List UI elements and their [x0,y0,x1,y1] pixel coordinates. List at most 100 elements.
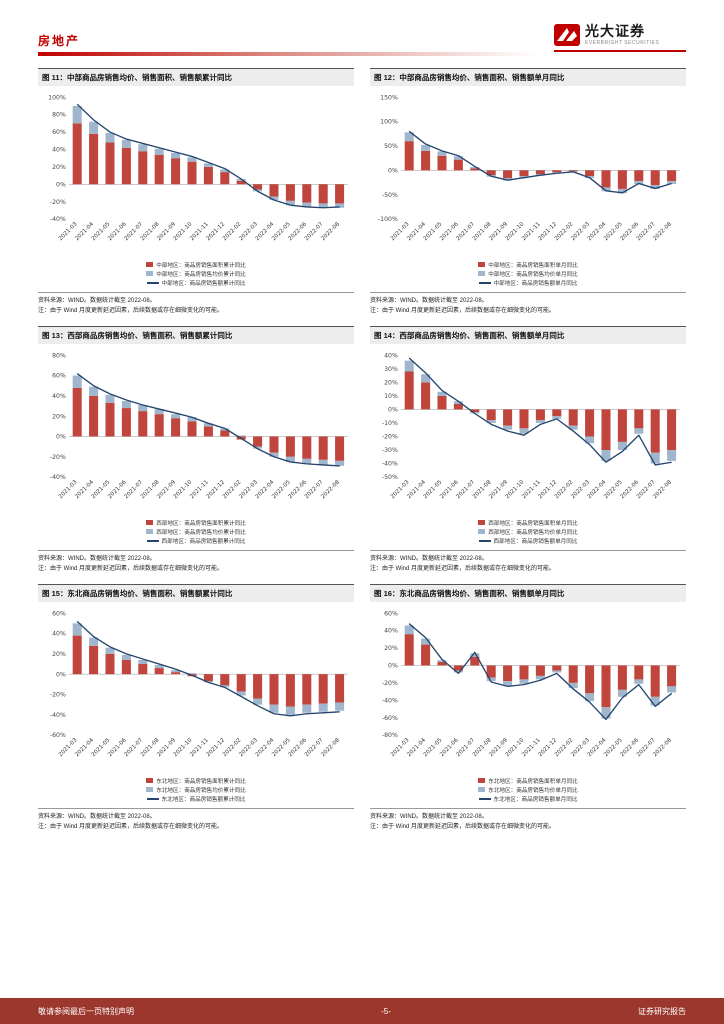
legend-item: 中部地区：商品房销售面积单月同比 [478,261,578,269]
svg-text:80%: 80% [52,112,66,119]
svg-text:-50%: -50% [382,475,398,482]
legend-swatch-area [146,778,154,784]
legend-swatch-price [478,529,486,535]
legend-item: 东北地区：商品房销售均价累计同比 [146,786,246,794]
svg-text:2022-08: 2022-08 [652,479,673,500]
legend-item: 西部地区：商品房销售面积单月同比 [478,519,578,527]
svg-text:-20%: -20% [50,199,66,206]
figure-12-block: 图 12：中部商品房销售均价、销售面积、销售额单月同比 150% 100% 50% 0… [370,68,686,314]
figure-15-note: 注：由于 Wind 月度更新延迟因素，后续数据或存在细微变化的可能。 [38,823,224,830]
svg-text:0%: 0% [56,672,66,679]
svg-text:-50%: -50% [382,192,398,199]
svg-text:-60%: -60% [382,715,398,722]
legend-swatch-area [478,520,486,526]
svg-text:2022-08: 2022-08 [320,737,341,758]
figure-16-source: 资料来源：WIND。数据统计截至 2022-08。 [370,807,686,820]
svg-text:-40%: -40% [382,461,398,468]
svg-text:0%: 0% [388,663,398,670]
svg-text:10%: 10% [384,393,398,400]
legend-item: 中部地区：商品房销售均价单月同比 [478,270,578,278]
legend-item: 东北地区：商品房销售面积单月同比 [478,777,578,785]
svg-text:20%: 20% [52,651,66,658]
svg-text:60%: 60% [52,130,66,137]
legend-swatch-amount-line [478,540,491,542]
legend-swatch-area [478,778,486,784]
svg-text:20%: 20% [384,645,398,652]
svg-text:-100%: -100% [378,217,398,224]
svg-text:20%: 20% [52,164,66,171]
figure-11-block: 图 11：中部商品房销售均价、销售面积、销售额累计同比 100% 80% 60% 40… [38,68,354,314]
figure-15-legend: 东北地区：商品房销售面积累计同比 东北地区：商品房销售均价累计同比 东北地区：商… [38,777,354,803]
svg-text:100%: 100% [380,119,398,126]
header-gradient-rule [38,52,536,56]
figure-16-note: 注：由于 Wind 月度更新延迟因素，后续数据或存在细微变化的可能。 [370,823,556,830]
logo-text: 光大证券 EVERBRIGHT SECURITIES [585,24,659,46]
legend-swatch-price [478,271,486,277]
svg-text:2022-08: 2022-08 [320,479,341,500]
figure-13-legend: 西部地区：商品房销售面积累计同比 西部地区：商品房销售均价累计同比 西部地区：商… [38,519,354,545]
figure-15-chart: 60% 40% 20% 0% -20% -40% -60% 2021-03 2021-04 202… [38,602,354,783]
legend-swatch-amount-line [146,282,159,284]
svg-text:0%: 0% [388,407,398,414]
svg-text:-30%: -30% [382,447,398,454]
logo-row: 光大证券 EVERBRIGHT SECURITIES [554,24,686,46]
figure-13-note: 注：由于 Wind 月度更新延迟因素，后续数据或存在细微变化的可能。 [38,565,224,572]
svg-text:-40%: -40% [50,475,66,482]
svg-text:40%: 40% [52,147,66,154]
svg-text:50%: 50% [384,143,398,150]
svg-text:2022-08: 2022-08 [320,221,341,242]
svg-text:-10%: -10% [382,420,398,427]
legend-item: 中部地区：商品房销售额单月同比 [478,279,577,287]
svg-text:60%: 60% [52,373,66,380]
figure-16-title: 图 16：东北商品房销售均价、销售面积、销售额单月同比 [370,583,686,603]
legend-swatch-price [146,529,154,535]
figure-14-title: 图 14：西部商品房销售均价、销售面积、销售额单月同比 [370,325,686,345]
everbright-logo-icon [554,24,580,46]
svg-text:40%: 40% [52,631,66,638]
page-header: 房地产 光大证券 EVERBRIGHT SECURITIES [0,0,724,56]
figure-16-chart: 60% 40% 20% 0% -20% -40% -60% -80% 2021-03 2021-0… [370,602,686,783]
legend-swatch-price [478,787,486,793]
charts-grid: 图 11：中部商品房销售均价、销售面积、销售额累计同比 100% 80% 60% 40… [0,56,724,830]
svg-text:2022-08: 2022-08 [652,737,673,758]
figure-11-legend: 中部地区：商品房销售面积累计同比 中部地区：商品房销售均价累计同比 中部地区：商… [38,261,354,287]
svg-text:150%: 150% [380,95,398,102]
figure-13-title: 图 13：西部商品房销售均价、销售面积、销售额累计同比 [38,325,354,345]
svg-text:30%: 30% [384,366,398,373]
company-logo: 光大证券 EVERBRIGHT SECURITIES [554,24,686,52]
svg-text:40%: 40% [52,393,66,400]
legend-swatch-area [478,262,486,268]
figure-14-block: 图 14：西部商品房销售均价、销售面积、销售额单月同比 40% 30% 20% 10%… [370,325,686,572]
svg-text:0%: 0% [56,434,66,441]
figure-12-source: 资料来源：WIND。数据统计截至 2022-08。 [370,291,686,304]
legend-item: 东北地区：商品房销售额单月同比 [478,795,577,803]
figure-14-legend: 西部地区：商品房销售面积单月同比 西部地区：商品房销售均价单月同比 西部地区：商… [370,519,686,545]
footer-report-type: 证券研究报告 [638,1006,686,1016]
svg-text:20%: 20% [384,380,398,387]
svg-text:-20%: -20% [382,434,398,441]
figure-13-source: 资料来源：WIND。数据统计截至 2022-08。 [38,549,354,562]
figure-12-note: 注：由于 Wind 月度更新延迟因素，后续数据或存在细微变化的可能。 [370,307,556,314]
svg-text:-40%: -40% [382,698,398,705]
legend-swatch-area [146,262,154,268]
legend-item: 西部地区：商品房销售额累计同比 [146,537,245,545]
figure-13-chart: 80% 60% 40% 20% 0% -20% -40% 2021-03 2021-04 2021… [38,344,354,525]
section-label: 房地产 [38,34,81,48]
figure-11-chart: 100% 80% 60% 40% 20% 0% -20% -40% 2021-03 2021-04… [38,86,354,267]
svg-text:-20%: -20% [382,680,398,687]
figure-14-note: 注：由于 Wind 月度更新延迟因素，后续数据或存在细微变化的可能。 [370,565,556,572]
legend-swatch-price [146,271,154,277]
figure-16-legend: 东北地区：商品房销售面积单月同比 东北地区：商品房销售均价单月同比 东北地区：商… [370,777,686,803]
figure-12-legend: 中部地区：商品房销售面积单月同比 中部地区：商品房销售均价单月同比 中部地区：商… [370,261,686,287]
svg-text:-40%: -40% [50,712,66,719]
legend-swatch-amount-line [478,798,491,800]
legend-item: 东北地区：商品房销售均价单月同比 [478,786,578,794]
figure-14-chart: 40% 30% 20% 10% 0% -10% -20% -30% -40% -50% 2021-0… [370,344,686,525]
page-footer: 敬请参阅最后一页特别声明 -5- 证券研究报告 [0,998,724,1024]
svg-text:0%: 0% [56,182,66,189]
legend-item: 西部地区：商品房销售均价单月同比 [478,528,578,536]
figure-14-source: 资料来源：WIND。数据统计截至 2022-08。 [370,549,686,562]
svg-text:80%: 80% [52,353,66,360]
figure-16-block: 图 16：东北商品房销售均价、销售面积、销售额单月同比 60% 40% 20% 0% -… [370,583,686,830]
